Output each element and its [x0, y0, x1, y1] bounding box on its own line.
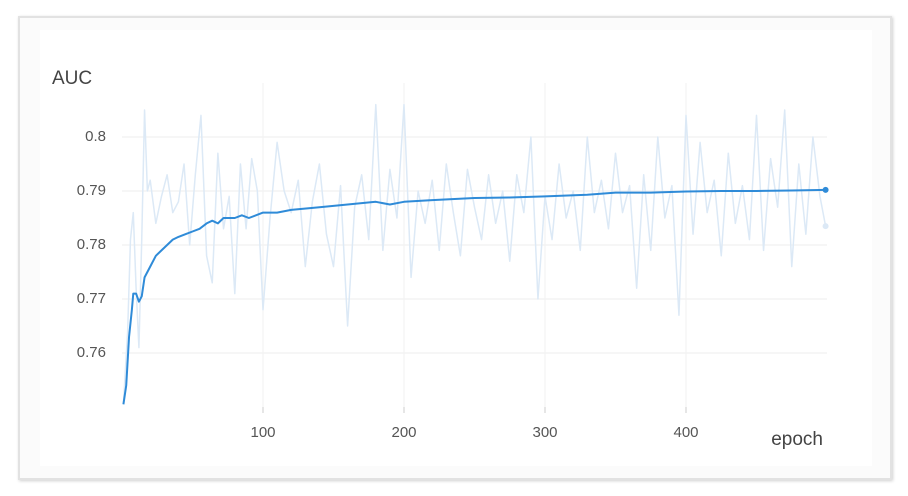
x-tick-label: 100	[250, 424, 275, 441]
end-point	[822, 186, 829, 193]
smoothed-line	[122, 188, 826, 405]
x-tick-label: 300	[532, 424, 557, 441]
end-point	[822, 223, 829, 230]
y-tick-label: 0.79	[77, 182, 106, 199]
plot-background	[40, 30, 872, 466]
x-tick-label: 400	[673, 424, 698, 441]
y-axis-label: AUC	[52, 68, 92, 89]
y-tick-label: 0.76	[77, 344, 106, 361]
x-axis-label: epoch	[771, 429, 823, 450]
y-tick-label: 0.77	[77, 290, 106, 307]
x-tick-label: 200	[391, 424, 416, 441]
y-tick-label: 0.78	[77, 236, 106, 253]
y-tick-label: 0.8	[85, 128, 106, 145]
raw-line	[122, 103, 827, 405]
